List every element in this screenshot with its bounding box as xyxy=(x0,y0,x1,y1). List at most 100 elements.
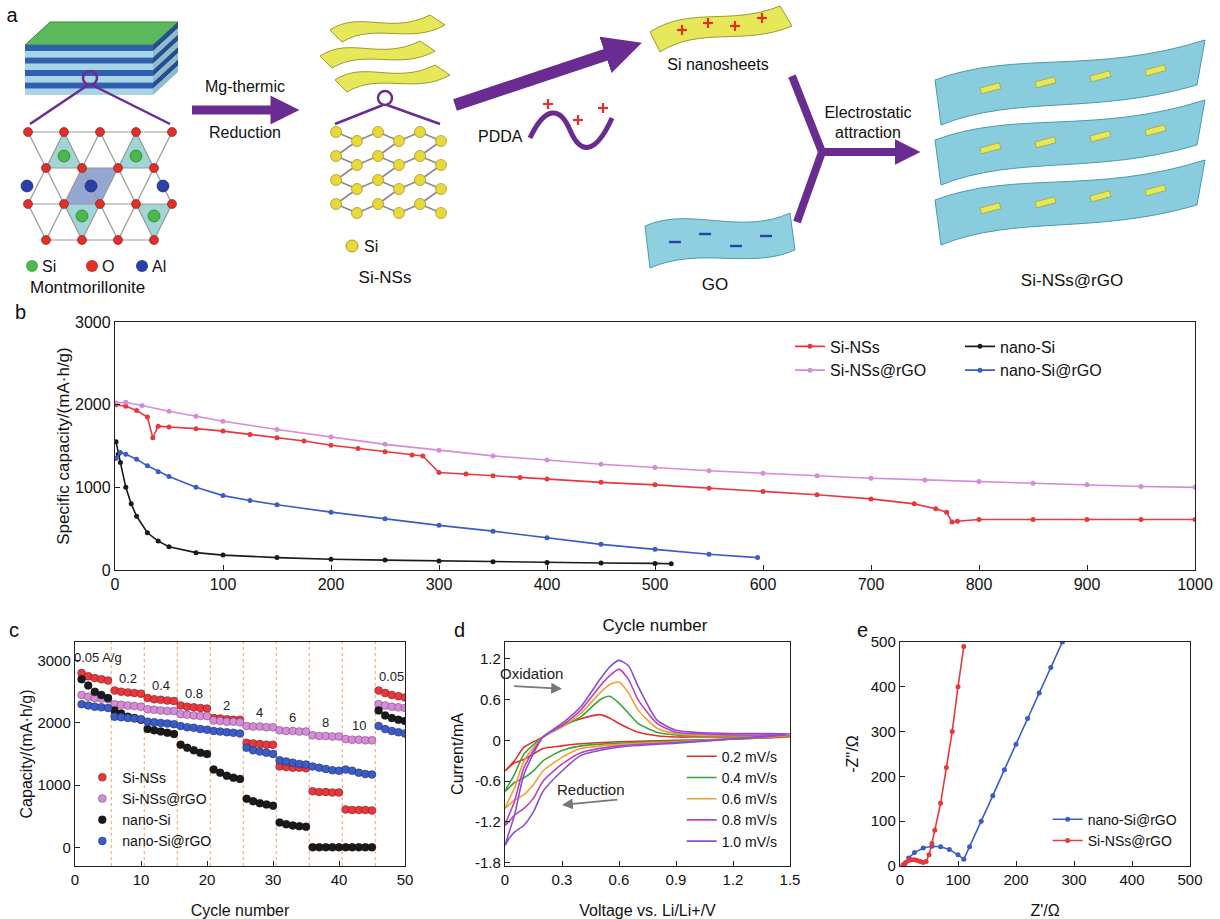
svg-text:c: c xyxy=(9,619,19,641)
svg-text:100: 100 xyxy=(210,576,237,593)
svg-text:2: 2 xyxy=(223,698,230,713)
svg-text:0.2 mV/s: 0.2 mV/s xyxy=(722,749,777,765)
svg-text:2000: 2000 xyxy=(37,714,70,731)
svg-text:10: 10 xyxy=(133,871,150,888)
svg-text:Z'/Ω: Z'/Ω xyxy=(1030,902,1059,919)
svg-text:0.8 mV/s: 0.8 mV/s xyxy=(722,812,777,828)
svg-text:Si-NSs: Si-NSs xyxy=(122,770,166,786)
svg-text:0: 0 xyxy=(501,871,509,888)
svg-text:300: 300 xyxy=(871,723,896,740)
svg-text:1.2: 1.2 xyxy=(480,650,501,667)
svg-text:a: a xyxy=(6,4,18,26)
svg-text:10: 10 xyxy=(352,718,366,733)
svg-text:20: 20 xyxy=(199,871,216,888)
svg-text:Capacity/(mA·h/g): Capacity/(mA·h/g) xyxy=(18,690,35,819)
svg-text:Montmorillonite: Montmorillonite xyxy=(30,278,145,297)
svg-text:-1.8: -1.8 xyxy=(475,854,501,871)
svg-text:Mg-thermic: Mg-thermic xyxy=(205,78,285,95)
svg-text:2000: 2000 xyxy=(75,396,111,413)
svg-text:nano-Si@rGO: nano-Si@rGO xyxy=(1088,812,1177,828)
svg-text:40: 40 xyxy=(331,871,348,888)
svg-text:1000: 1000 xyxy=(75,479,111,496)
svg-text:nano-Si@rGO: nano-Si@rGO xyxy=(122,833,211,849)
svg-text:1.5: 1.5 xyxy=(780,871,801,888)
svg-text:1.2: 1.2 xyxy=(723,871,744,888)
svg-text:Si: Si xyxy=(364,238,378,255)
svg-text:400: 400 xyxy=(1119,871,1144,888)
svg-text:Si-NSs@rGO: Si-NSs@rGO xyxy=(122,791,206,807)
svg-text:nano-Si@rGO: nano-Si@rGO xyxy=(1000,362,1102,379)
svg-text:0.6: 0.6 xyxy=(480,691,501,708)
svg-text:Current/mA: Current/mA xyxy=(449,713,466,795)
svg-text:4: 4 xyxy=(256,705,263,720)
svg-text:200: 200 xyxy=(1003,871,1028,888)
svg-text:500: 500 xyxy=(1177,871,1202,888)
svg-text:300: 300 xyxy=(1061,871,1086,888)
svg-text:nano-Si: nano-Si xyxy=(122,812,170,828)
svg-text:0: 0 xyxy=(62,839,70,856)
svg-text:300: 300 xyxy=(426,576,453,593)
svg-text:Cycle number: Cycle number xyxy=(603,616,708,635)
svg-text:0: 0 xyxy=(102,562,111,579)
svg-text:Reduction: Reduction xyxy=(209,124,281,141)
svg-text:Oxidation: Oxidation xyxy=(500,665,563,682)
svg-text:0.05 A/g: 0.05 A/g xyxy=(74,650,122,665)
svg-text:0: 0 xyxy=(71,871,79,888)
svg-text:1.0 mV/s: 1.0 mV/s xyxy=(722,834,777,850)
svg-text:100: 100 xyxy=(945,871,970,888)
svg-text:500: 500 xyxy=(642,576,669,593)
svg-text:b: b xyxy=(15,301,26,323)
svg-text:30: 30 xyxy=(265,871,282,888)
svg-text:3000: 3000 xyxy=(75,314,111,331)
svg-text:Voltage vs. Li/Li+/V: Voltage vs. Li/Li+/V xyxy=(579,902,716,919)
svg-text:600: 600 xyxy=(750,576,777,593)
svg-text:0.3: 0.3 xyxy=(552,871,573,888)
svg-text:e: e xyxy=(857,619,868,641)
svg-text:0: 0 xyxy=(492,732,500,749)
svg-text:0.6 mV/s: 0.6 mV/s xyxy=(722,791,777,807)
svg-text:500: 500 xyxy=(871,633,896,650)
svg-text:Electrostatic: Electrostatic xyxy=(824,104,911,121)
svg-text:0: 0 xyxy=(896,871,904,888)
svg-text:0.2: 0.2 xyxy=(119,671,137,686)
svg-text:nano-Si: nano-Si xyxy=(1000,339,1055,356)
svg-text:Si-NSs: Si-NSs xyxy=(830,339,880,356)
svg-text:900: 900 xyxy=(1074,576,1101,593)
svg-text:Cycle number: Cycle number xyxy=(191,902,290,919)
svg-text:50: 50 xyxy=(397,871,414,888)
svg-text:400: 400 xyxy=(534,576,561,593)
svg-text:O: O xyxy=(102,258,114,275)
svg-text:d: d xyxy=(454,619,465,641)
svg-text:8: 8 xyxy=(322,715,329,730)
svg-text:400: 400 xyxy=(871,678,896,695)
svg-text:3000: 3000 xyxy=(37,652,70,669)
svg-text:0.05: 0.05 xyxy=(379,669,404,684)
svg-text:Si-NSs@rGO: Si-NSs@rGO xyxy=(1088,833,1172,849)
svg-text:200: 200 xyxy=(318,576,345,593)
svg-text:100: 100 xyxy=(871,812,896,829)
svg-text:Si nanosheets: Si nanosheets xyxy=(667,56,768,73)
svg-text:0.9: 0.9 xyxy=(666,871,687,888)
svg-text:Si-NSs@rGO: Si-NSs@rGO xyxy=(1021,271,1123,290)
svg-text:Si-NSs: Si-NSs xyxy=(359,268,412,287)
svg-text:PDDA: PDDA xyxy=(478,128,523,145)
svg-text:Si: Si xyxy=(42,258,56,275)
svg-text:200: 200 xyxy=(871,768,896,785)
svg-text:800: 800 xyxy=(966,576,993,593)
svg-text:Al: Al xyxy=(152,258,166,275)
svg-text:1000: 1000 xyxy=(37,776,70,793)
svg-text:0.8: 0.8 xyxy=(185,686,203,701)
svg-text:0: 0 xyxy=(887,857,895,874)
svg-text:0.4 mV/s: 0.4 mV/s xyxy=(722,770,777,786)
svg-text:Specific capacity/(mA·h/g): Specific capacity/(mA·h/g) xyxy=(54,347,73,544)
svg-text:attraction: attraction xyxy=(835,124,901,141)
svg-text:6: 6 xyxy=(289,710,296,725)
svg-text:1000: 1000 xyxy=(1177,576,1213,593)
svg-text:0.4: 0.4 xyxy=(152,678,170,693)
svg-text:0.6: 0.6 xyxy=(609,871,630,888)
svg-text:0: 0 xyxy=(111,576,120,593)
svg-text:700: 700 xyxy=(858,576,885,593)
svg-text:GO: GO xyxy=(702,275,728,294)
svg-text:-1.2: -1.2 xyxy=(475,813,501,830)
svg-text:Reduction: Reduction xyxy=(557,781,625,798)
